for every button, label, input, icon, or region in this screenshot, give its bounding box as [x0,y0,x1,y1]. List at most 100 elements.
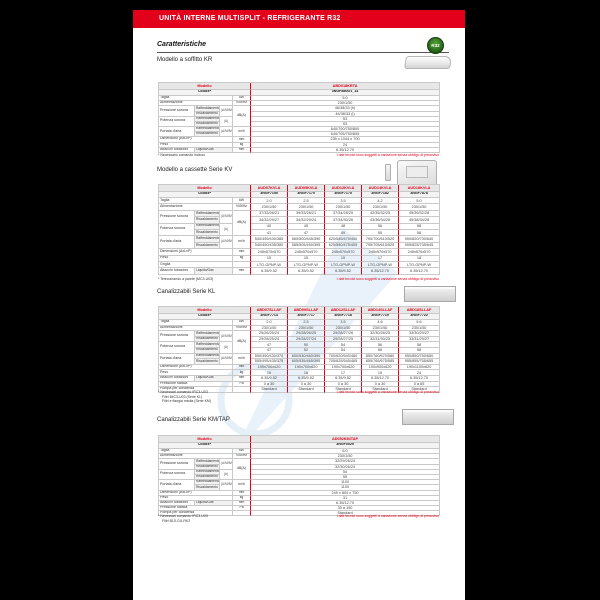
ducted-unit-image [404,286,456,302]
row-label: Taglia [159,449,233,455]
row-unit: mm [233,268,252,275]
spec-value: 790/700/610/520 [362,236,400,243]
spec-value: 55 [251,474,441,481]
row-bracket: (A) [220,469,233,481]
spec-value: 4.2 [362,198,400,205]
model-name: ABD018KRTA [251,83,441,90]
spec-value: 6.0 [251,449,441,455]
table-row: Riscaldamento 29/28/25/24 29/28/27/24 29/28… [159,336,441,343]
model-code: 3NGF7182 [362,191,400,198]
model-code: 3NGF7719 [362,313,400,320]
table-row: Taglia kW 2.0 2.5 3.5 4.2 5.0 [159,198,441,205]
row-label: Potenza sonora [159,116,195,128]
model-name: AUD18KVLA [399,185,441,192]
row-unit [233,261,252,269]
row-unit: kW [233,449,252,455]
model-name: AD052KM/TAP [251,436,441,443]
row-bracket: (A/M/B/Q) [220,480,233,491]
row-bracket: (A) [220,116,233,128]
section-heading: Caratteristiche [157,41,207,48]
cassette-unit-image [397,160,437,187]
model-code: 3NGF7718 [325,313,363,320]
spec-value: 46/38/33 (h) [251,106,441,112]
spec-value: 17 [362,255,400,262]
spec-value: 955/855/755/655 [399,359,441,365]
row-unit: mm [233,137,252,143]
spec-value: 47 [251,347,289,354]
table-row: Taglia kW 2.0 2.5 3.5 4.6 5.6 [159,320,441,326]
table-row: Portata d'ariaRaffreddamento(A/M/B/Q)m³/… [159,353,441,365]
row-label: Portata d'aria [159,353,195,365]
row-label: Taglia [159,320,233,326]
model-code: 3NGF7175 [325,191,363,198]
row-sublabel: Raffreddamento [195,210,220,218]
row-bracket: (A) [220,223,233,237]
row-sublabel: Liquido/Gas [195,147,233,153]
spec-value: 58 [399,223,441,230]
row-label: Peso [159,370,233,376]
row-label: Griglia [159,261,233,269]
spec-value: 850/760/670/580 [362,353,400,360]
page-title-banner: UNITÀ INTERNE MULTISPLIT - REFRIGERANTE … [133,10,465,28]
model-header-label: Modello [159,436,252,443]
table-header-row: Modello AD052KM/TAP [159,436,441,443]
table-row: Portata d'ariaRaffreddamento(A/M/B/Q)m³/… [159,480,441,491]
row-unit: dB(A) [233,331,252,354]
row-label: Pressione sonora [159,210,195,224]
spec-table-kr: Modello ABD018KRTA Codice* 3NGF8800/1_14 Tag… [158,82,441,153]
spec-value: LTG-GPNP-W [399,261,441,269]
spec-value: 6.35/12.70 [251,500,441,507]
spec-value: 230/1/50 [251,101,441,107]
spec-value: 230/1/50 [251,204,289,211]
table-row: Alimentazione V/Ø/Hz 230/1/50 230/1/50 230/1… [159,325,441,332]
row-unit: dB(A) [233,459,252,481]
row-label: Attacchi tubazioni [159,147,195,153]
disclaimer-note: I dati tecnici sono soggetti a variazion… [336,390,439,394]
spec-value: Standard [399,387,441,393]
spec-value: 29/28/25/24 [251,336,289,343]
row-label: Attacchi tubazioni [159,500,195,507]
spec-value: 45 [288,223,326,230]
spec-value: 700/620/540/460 [325,353,363,360]
row-label: Pompa per condensa [159,511,233,517]
model-code: 3NGF7722 [399,313,441,320]
spec-value: 640/705/750/805 [251,132,441,138]
spec-value: 605/535/465/395 [288,359,326,365]
section-title: Modello a soffitto KR [157,57,213,63]
spec-value: 49 [325,229,363,237]
row-unit: Pa [233,381,252,388]
code-header-label: Codice* [159,313,252,320]
table-row: Alimentazione V/Ø/Hz 230/1/50 230/1/50 230/1… [159,204,441,211]
row-sublabel: Raffreddamento [195,469,220,475]
row-unit: kg [233,255,252,262]
model-name: ABD14SLLAF [362,307,400,314]
spec-value: 46/38/33 (l) [251,111,441,117]
table-header-row: Modello ABD018KRTA [159,83,441,90]
row-unit: V/Ø/Hz [233,204,252,211]
table-row: Riscaldamento 555/495/435/375 605/535/465/… [159,359,441,365]
table-code-row: Codice* 3NGF0029 [159,442,441,449]
row-unit: mm [233,500,252,507]
code-header-label: Codice* [159,191,252,198]
spec-value: 47 [251,342,289,348]
spec-value: 245x570x570 [251,249,289,256]
row-sublabel: Raffreddamento [195,116,220,122]
spec-value: 24 [251,142,441,148]
row-unit: m³/h [233,480,252,491]
remote-control-image [385,164,391,181]
spec-value: 5.6 [399,320,441,326]
code-header-label: Codice* [159,442,252,449]
spec-value: 39/33/28/21 [288,210,326,218]
row-label: Alimentazione [159,454,233,460]
row-unit [233,387,252,393]
table-row: Griglia LTG-GPNP-W LTG-GPNP-W LTG-GPNP-W LTG… [159,261,441,269]
row-unit: dB(A) [233,210,252,237]
spec-value: 565/505/450/395 [288,242,326,250]
spec-value: 54 [325,342,363,348]
row-sublabel: Raffreddamento [195,223,220,230]
row-label: Pressione sonora [159,106,195,117]
spec-value: 15 [325,255,363,262]
row-sublabel: Raffreddamento [195,459,220,465]
spec-value: 6.35/12.70 [362,375,400,382]
spec-value: 6.35/9.52 [325,268,363,275]
